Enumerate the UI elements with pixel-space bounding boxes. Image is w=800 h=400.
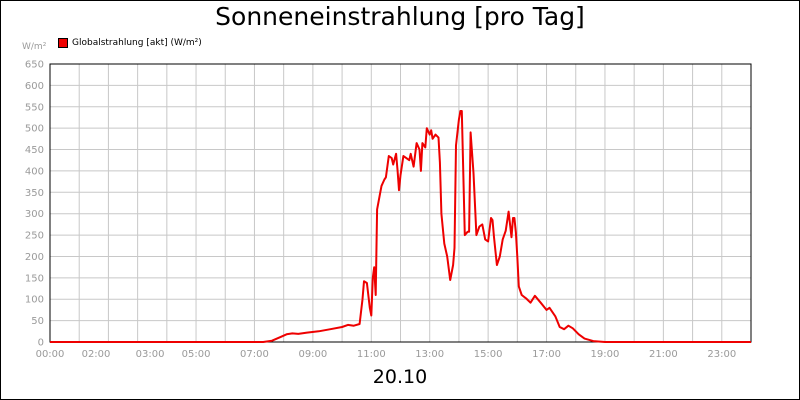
x-tick-label: 03:00 (136, 349, 165, 360)
x-tick-label: 09:00 (298, 349, 327, 360)
grid-lines (50, 63, 751, 343)
x-tick-label: 15:00 (474, 349, 503, 360)
x-tick-label: 02:00 (82, 349, 111, 360)
y-axis-unit: W/m² (22, 42, 47, 52)
series-line-globalstrahlung (50, 110, 751, 343)
y-tick-label: 150 (25, 273, 44, 284)
x-tick-label: 05:00 (182, 349, 211, 360)
legend: Globalstrahlung [akt] (W/m²) (58, 38, 202, 48)
y-tick-label: 400 (25, 166, 44, 177)
y-tick-label: 500 (25, 124, 44, 135)
x-tick-label: 11:00 (357, 349, 386, 360)
x-tick-label: 07:00 (240, 349, 269, 360)
series-group (50, 110, 751, 343)
y-tick-label: 450 (25, 145, 44, 156)
x-tick-labels: 00:00 02:00 03:00 05:00 07:00 09:00 11:00 13:00… (36, 349, 737, 360)
y-tick-label: 350 (25, 188, 44, 199)
y-tick-label: 250 (25, 231, 44, 242)
y-tick-label: 600 (25, 81, 44, 92)
plot-area-border (49, 63, 752, 343)
legend-swatch (58, 38, 68, 48)
y-tick-label: 100 (25, 295, 44, 306)
y-tick-label: 200 (25, 252, 44, 263)
x-tick-label: 17:00 (532, 349, 561, 360)
y-tick-labels: 0 50 100 150 200 250 300 350 400 450 500 550 600 650 (25, 60, 44, 349)
y-tick-label: 650 (25, 60, 44, 71)
x-tick-label: 19:00 (591, 349, 620, 360)
y-tick-label: 300 (25, 209, 44, 220)
chart-title: Sonneneinstrahlung [pro Tag] (215, 2, 585, 31)
y-tick-label: 50 (31, 316, 44, 327)
y-tick-label: 0 (38, 338, 44, 349)
x-tick-label: 00:00 (36, 349, 65, 360)
x-tick-label: 13:00 (415, 349, 444, 360)
x-tick-label: 21:00 (649, 349, 678, 360)
x-tick-label: 23:00 (707, 349, 736, 360)
y-tick-label: 550 (25, 102, 44, 113)
legend-label: Globalstrahlung [akt] (W/m²) (72, 38, 202, 48)
x-axis-caption: 20.10 (372, 366, 428, 388)
